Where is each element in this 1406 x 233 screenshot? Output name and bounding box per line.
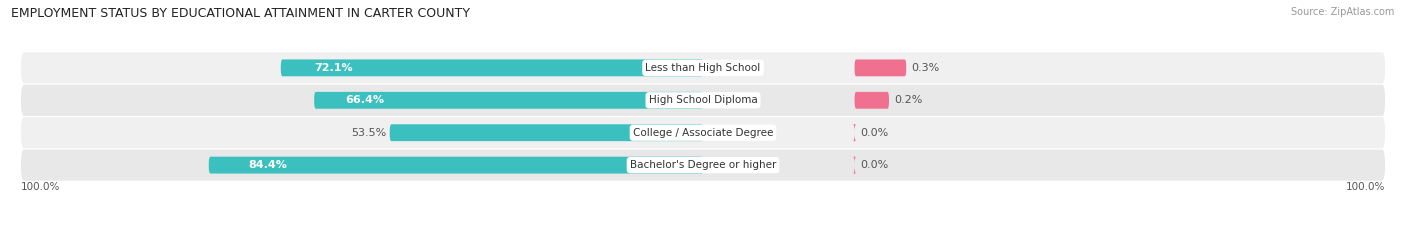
FancyBboxPatch shape <box>21 85 1385 116</box>
FancyBboxPatch shape <box>314 92 703 109</box>
Text: EMPLOYMENT STATUS BY EDUCATIONAL ATTAINMENT IN CARTER COUNTY: EMPLOYMENT STATUS BY EDUCATIONAL ATTAINM… <box>11 7 470 20</box>
Text: 53.5%: 53.5% <box>352 128 387 138</box>
Text: 84.4%: 84.4% <box>249 160 287 170</box>
FancyBboxPatch shape <box>281 59 703 76</box>
Text: College / Associate Degree: College / Associate Degree <box>633 128 773 138</box>
FancyBboxPatch shape <box>853 157 856 174</box>
Text: Less than High School: Less than High School <box>645 63 761 73</box>
FancyBboxPatch shape <box>853 124 856 141</box>
Text: High School Diploma: High School Diploma <box>648 95 758 105</box>
Text: 0.0%: 0.0% <box>860 160 889 170</box>
FancyBboxPatch shape <box>855 92 889 109</box>
FancyBboxPatch shape <box>855 59 907 76</box>
Text: 0.2%: 0.2% <box>894 95 922 105</box>
FancyBboxPatch shape <box>208 157 703 174</box>
FancyBboxPatch shape <box>389 124 703 141</box>
Text: 66.4%: 66.4% <box>346 95 384 105</box>
Text: 100.0%: 100.0% <box>1346 182 1385 192</box>
FancyBboxPatch shape <box>21 150 1385 181</box>
Text: 0.0%: 0.0% <box>860 128 889 138</box>
Text: 72.1%: 72.1% <box>315 63 353 73</box>
FancyBboxPatch shape <box>21 117 1385 148</box>
Text: Source: ZipAtlas.com: Source: ZipAtlas.com <box>1291 7 1395 17</box>
Text: 0.3%: 0.3% <box>911 63 941 73</box>
Text: Bachelor's Degree or higher: Bachelor's Degree or higher <box>630 160 776 170</box>
Text: 100.0%: 100.0% <box>21 182 60 192</box>
FancyBboxPatch shape <box>21 52 1385 83</box>
